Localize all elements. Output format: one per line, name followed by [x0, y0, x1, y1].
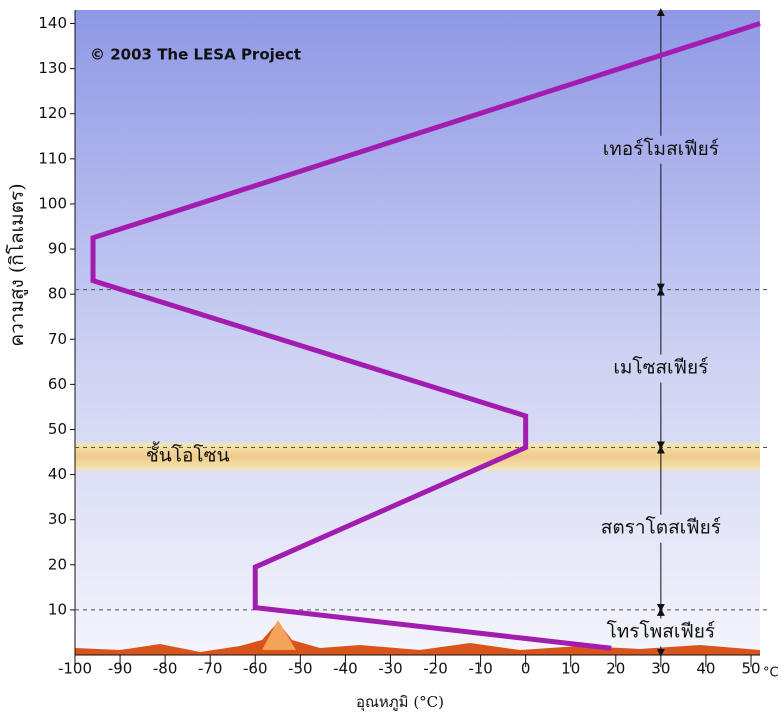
x-tick-label: 0	[521, 660, 531, 678]
y-tick-label: 20	[48, 555, 67, 573]
x-tick-label: 10	[561, 660, 580, 678]
copyright: © 2003 The LESA Project	[90, 46, 301, 64]
y-tick-label: 40	[48, 465, 67, 483]
layer-label: เทอร์โมสเฟียร์	[603, 137, 719, 160]
y-tick-label: 80	[48, 285, 67, 303]
x-tick-label: -10	[468, 660, 493, 678]
x-tick-label: -20	[423, 660, 448, 678]
x-tick-label: -30	[378, 660, 403, 678]
y-tick-label: 130	[38, 59, 67, 77]
y-tick-label: 100	[38, 194, 67, 212]
y-tick-label: 90	[48, 240, 67, 258]
layer-label: เมโซสเฟียร์	[613, 356, 708, 379]
x-axis-label: อุณหภูมิ (°C)	[356, 693, 444, 712]
x-tick-label: -60	[243, 660, 268, 678]
layer-label: สตราโตสเฟียร์	[601, 516, 721, 539]
x-tick-label: -100	[58, 660, 92, 678]
x-tick-label: -40	[333, 660, 358, 678]
layer-label: โทรโพสเฟียร์	[607, 619, 716, 642]
y-tick-label: 120	[38, 104, 67, 122]
plot-background	[75, 10, 760, 655]
x-tick-label: -90	[108, 660, 133, 678]
y-axis-label: ความสูง (กิโลเมตร)	[5, 183, 28, 346]
x-tick-label: 50	[741, 660, 760, 678]
y-tick-label: 30	[48, 510, 67, 528]
x-tick-label: -80	[153, 660, 178, 678]
y-tick-label: 110	[38, 149, 67, 167]
temperature-line	[90, 21, 761, 651]
y-tick-label: 140	[38, 14, 67, 32]
x-unit: °C	[763, 666, 779, 681]
y-tick-label: 50	[48, 420, 67, 438]
x-tick-label: 20	[606, 660, 625, 678]
y-tick-label: 10	[48, 600, 67, 618]
ozone-label: ชั้นโอโซน	[146, 442, 230, 467]
x-tick-label: -50	[288, 660, 313, 678]
x-tick-label: 40	[696, 660, 715, 678]
y-tick-label: 70	[48, 330, 67, 348]
x-tick-label: -70	[198, 660, 223, 678]
x-tick-label: 30	[651, 660, 670, 678]
y-tick-label: 60	[48, 375, 67, 393]
volcano	[262, 620, 296, 650]
